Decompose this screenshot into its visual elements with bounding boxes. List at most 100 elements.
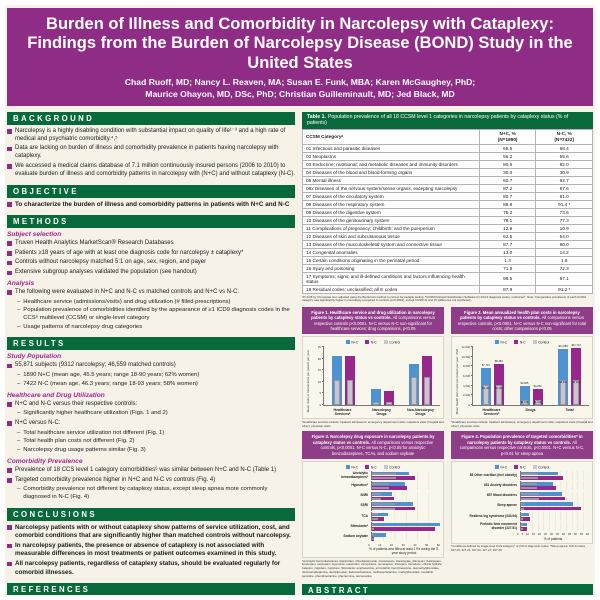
table-cell: 11 Complications of pregnancy; childbirt… xyxy=(302,223,480,233)
x-category-labels: Healthcare Services* Narcolepsy Drugs Non-… xyxy=(323,408,440,416)
table1-title-text: Population prevalence of all 18 CCSM lev… xyxy=(307,113,569,127)
table-cell: 73.6 xyxy=(535,207,593,217)
bar-N+C xyxy=(372,482,405,486)
figure-2-chart: N+C N-C Control Mean health plan costs per … xyxy=(451,336,593,420)
subsection-heading: Analysis xyxy=(7,279,35,287)
bullet-item: All narcolepsy patients, regardless of c… xyxy=(7,560,295,576)
control-bar xyxy=(372,528,375,531)
x-tick-label: 20 xyxy=(389,542,394,547)
x-tick-label: 55 xyxy=(579,532,583,537)
hbar-track xyxy=(520,481,589,491)
figure-note: All comparisons versus respective contro… xyxy=(457,315,587,332)
poster-title: Burden of Illness and Comorbidity in Nar… xyxy=(27,15,573,72)
bullet-item: Narcolepsy patients with or without cata… xyxy=(7,524,295,540)
legend-label: N-C xyxy=(370,340,377,345)
bullet-icon xyxy=(7,270,12,276)
bullet-item: Extensive subgroup analyses validated th… xyxy=(7,269,295,277)
bullet-text: N+C versus N-C: xyxy=(15,419,61,426)
bullet-item: In narcolepsy patients, the presence or … xyxy=(7,542,295,558)
y-tick: 0 xyxy=(468,403,473,407)
bullet-text: 55,871 subjects (9312 narcolepsy; 46,559… xyxy=(15,362,176,369)
figure-note: All comparisons versus respective contro… xyxy=(313,315,435,332)
figure-3-footnote: *Anxiolytic benzodiazepines: Alprazolam,… xyxy=(302,558,443,578)
legend-swatch xyxy=(532,340,537,345)
bar-N-C xyxy=(521,527,527,531)
control-value-label: $4,130 xyxy=(495,386,503,390)
sub-bullet-text: Narcolepsy drug usage patterns similar (… xyxy=(23,447,146,454)
hbar-row: SNRI xyxy=(306,491,440,501)
hbar-row: Hypnotics* xyxy=(306,481,440,491)
table-cell: 12.9 xyxy=(478,223,537,233)
bar-N-C: $5,234 $11,737 xyxy=(571,344,582,405)
control-bar xyxy=(521,513,523,516)
hbar-category-label: 651 Anxiety disorders xyxy=(483,483,517,488)
table-row: 05 Mental illness 60.7 62.7 xyxy=(302,175,593,185)
dash-icon: – xyxy=(17,410,21,417)
control-bar: $4,130 xyxy=(482,385,489,405)
chart-legend: N+C N-C Control xyxy=(455,340,589,345)
x-tick-label: 30 xyxy=(549,532,553,537)
bullet-icon xyxy=(7,290,12,295)
x-tick-label: 5 xyxy=(521,532,523,537)
bar-group xyxy=(401,347,440,405)
bullet-item: Targeted comorbidity prevalence higher i… xyxy=(7,477,295,485)
table-cell: 96.5 xyxy=(478,271,537,286)
control-bar xyxy=(521,497,540,500)
hbar-row: Sleep apneaᵃ xyxy=(455,501,589,511)
bullet-item: Truven Health Analytics MarketScan® Rese… xyxy=(7,240,295,248)
control-bar xyxy=(372,513,378,516)
bullet-icon xyxy=(7,129,12,134)
y-tick: 0 xyxy=(319,403,324,407)
hbar-track xyxy=(520,471,589,481)
vchart: Mean visits or transactions per patient … xyxy=(306,345,440,416)
control-bar xyxy=(372,533,374,536)
legend-swatch xyxy=(514,464,519,469)
table-cell: 78.1 xyxy=(478,215,537,225)
chart-legend: N+C N-C Control xyxy=(306,340,440,345)
bar-value-label: $11,737 xyxy=(571,344,581,348)
section-header-references: REFERENCES xyxy=(7,582,295,595)
figure-note: All comparisons versus respective contro… xyxy=(320,439,434,456)
control-bar xyxy=(372,477,396,480)
figure-4-footnote: *Conditions defined by single-level CCS … xyxy=(451,544,586,553)
bullet-text: Prevalence of 18 CCS level 1 category co… xyxy=(15,466,277,473)
plot-area: 0 2,000 4,000 6,000 8,000 10,000 12,000 $4,130 $… xyxy=(460,344,589,416)
legend-swatch xyxy=(532,464,537,469)
legend-item: N+C xyxy=(494,464,507,469)
bar-N+C xyxy=(331,356,342,405)
bullet-icon xyxy=(7,260,12,266)
table-cell: 71.5 xyxy=(478,263,537,273)
background-items: Narcolepsy is a highly disabling conditi… xyxy=(7,128,295,179)
x-category-labels: Healthcare Services* Drugs Total xyxy=(472,408,589,416)
table-cell: 60.7 xyxy=(478,175,537,185)
legend-label: Control xyxy=(389,340,401,345)
x-category-label: Non-Narcolepsy Drugs xyxy=(407,407,434,417)
section-results: RESULTS Study Population 55,871 subjects … xyxy=(7,337,295,501)
hbar-track xyxy=(520,501,589,511)
table-cell: 91.2 * xyxy=(535,284,593,294)
chart-legend: N+C N-C Control xyxy=(306,464,440,469)
y-tick-label: 6,000 xyxy=(463,373,470,378)
table-cell: 14.2 xyxy=(535,247,593,257)
table-cell: 80.5 xyxy=(478,159,537,169)
figure-title: Figure 4. Population prevalence of targe… xyxy=(461,433,583,445)
bar-group xyxy=(363,347,402,405)
control-bar: $4,130 xyxy=(495,385,503,405)
dash-icon: – xyxy=(17,438,21,445)
section-conclusions: CONCLUSIONS Narcolepsy patients with or … xyxy=(7,507,295,577)
plot: 0 2,000 4,000 6,000 8,000 10,000 12,000 $4,130 $… xyxy=(461,344,589,407)
figure-3-chart: N+C N-C Control Anxiolytic benzodiazepines*… xyxy=(302,460,444,559)
y-tick: 5 xyxy=(319,391,324,395)
bullet-text: Narcolepsy is a highly disabling conditi… xyxy=(15,127,286,142)
figure-3-block: Figure 3. Narcolepsy drug exposure in na… xyxy=(302,431,444,578)
bar-N+C xyxy=(521,502,574,506)
dash-icon: – xyxy=(17,486,21,493)
section-methods: METHODS Subject selection Truven Health A… xyxy=(7,214,295,332)
sub-bullet-text: 1890 N+C (mean age, 45.5 years; range 18… xyxy=(23,372,200,379)
section-header-abstract: ABSTRACT xyxy=(302,584,593,595)
hbar-track xyxy=(371,522,440,532)
x-category-label: Drugs xyxy=(525,407,536,412)
dash-icon: – xyxy=(17,372,21,379)
subsection-heading: Healthcare and Drug Utilization xyxy=(7,391,105,399)
subsection-heading: Comorbidity Prevalence xyxy=(7,457,83,465)
